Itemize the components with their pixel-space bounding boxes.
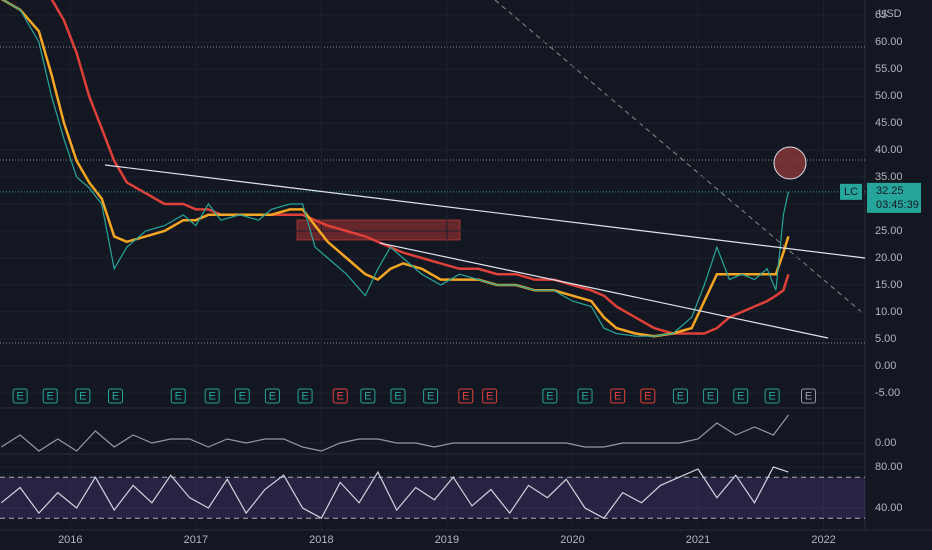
event-label: E [79, 390, 86, 402]
event-label: E [546, 390, 553, 402]
event-marker [108, 388, 124, 404]
event-label: E [269, 390, 276, 402]
event-marker [42, 388, 58, 404]
event-marker [204, 388, 220, 404]
event-marker [764, 388, 780, 404]
event-label: E [208, 390, 215, 402]
event-marker [640, 388, 656, 404]
series-line [0, 0, 790, 338]
event-label: E [614, 390, 621, 402]
symbol-box [840, 183, 862, 200]
series-line [2, 0, 789, 337]
event-marker [482, 388, 498, 404]
event-marker [234, 388, 250, 404]
event-marker [672, 388, 688, 404]
highlight-circle [773, 146, 807, 180]
event-label: E [707, 390, 714, 402]
event-marker [733, 388, 749, 404]
event-marker [423, 388, 439, 404]
event-label: E [486, 390, 493, 402]
y-tick-label: 0.00 [875, 360, 896, 372]
event-label: E [768, 390, 775, 402]
event-label: E [394, 390, 401, 402]
event-marker [297, 388, 313, 404]
event-marker [75, 388, 91, 404]
y-tick-label: 15.00 [875, 279, 903, 291]
event-label: E [337, 390, 344, 402]
event-marker [360, 388, 376, 404]
y-tick-label: 20.00 [875, 252, 903, 264]
currency-box [866, 4, 912, 22]
x-tick-label: 2016 [58, 534, 82, 546]
event-marker [577, 388, 593, 404]
y-tick-label: -5.00 [875, 387, 900, 399]
price-box [867, 182, 921, 213]
event-marker [801, 388, 817, 404]
countdown-label: 03:45:39 [876, 199, 919, 211]
y-tick-label: 45.00 [875, 117, 903, 129]
y-tick-label: 35.00 [875, 171, 903, 183]
event-label: E [16, 390, 23, 402]
event-label: E [364, 390, 371, 402]
event-label: E [301, 390, 308, 402]
y-tick-label: 55.00 [875, 63, 903, 75]
event-label: E [112, 390, 119, 402]
series-line [0, 414, 789, 452]
event-marker [332, 388, 348, 404]
y-tick-label: 80.00 [875, 461, 903, 473]
event-label: E [427, 390, 434, 402]
x-tick-label: 2018 [309, 534, 333, 546]
event-label: E [47, 390, 54, 402]
x-tick-label: 2017 [184, 534, 208, 546]
event-marker [542, 388, 558, 404]
event-marker [12, 388, 28, 404]
symbol-label: LC [844, 186, 858, 198]
event-label: E [644, 390, 651, 402]
event-marker [610, 388, 626, 404]
y-tick-label: 50.00 [875, 90, 903, 102]
event-marker [703, 388, 719, 404]
x-tick-label: 2019 [435, 534, 459, 546]
price-label: 32.25 [876, 185, 904, 197]
event-label: E [737, 390, 744, 402]
y-tick-label: 60.00 [875, 36, 903, 48]
y-tick-label: 5.00 [875, 333, 896, 345]
trend-line [104, 164, 866, 259]
event-marker [390, 388, 406, 404]
currency-label: USD [878, 8, 901, 20]
y-tick-label: 40.00 [875, 144, 903, 156]
y-tick-label: 40.00 [875, 502, 903, 514]
event-label: E [462, 390, 469, 402]
y-tick-label: 0.00 [875, 437, 896, 449]
series-line [0, 466, 789, 520]
y-tick-label: 65 [875, 9, 887, 21]
event-label: E [581, 390, 588, 402]
band-fill [0, 477, 865, 519]
event-label: E [805, 390, 812, 402]
y-tick-label: 10.00 [875, 306, 903, 318]
y-tick-label: 25.00 [875, 225, 903, 237]
zone-box [296, 219, 461, 241]
x-tick-label: 2022 [811, 534, 835, 546]
event-marker [458, 388, 474, 404]
event-label: E [677, 390, 684, 402]
event-marker [264, 388, 280, 404]
event-marker [170, 388, 186, 404]
x-tick-label: 2020 [560, 534, 584, 546]
x-tick-label: 2021 [686, 534, 710, 546]
trend-line [379, 242, 829, 339]
event-label: E [239, 390, 246, 402]
event-label: E [175, 390, 182, 402]
